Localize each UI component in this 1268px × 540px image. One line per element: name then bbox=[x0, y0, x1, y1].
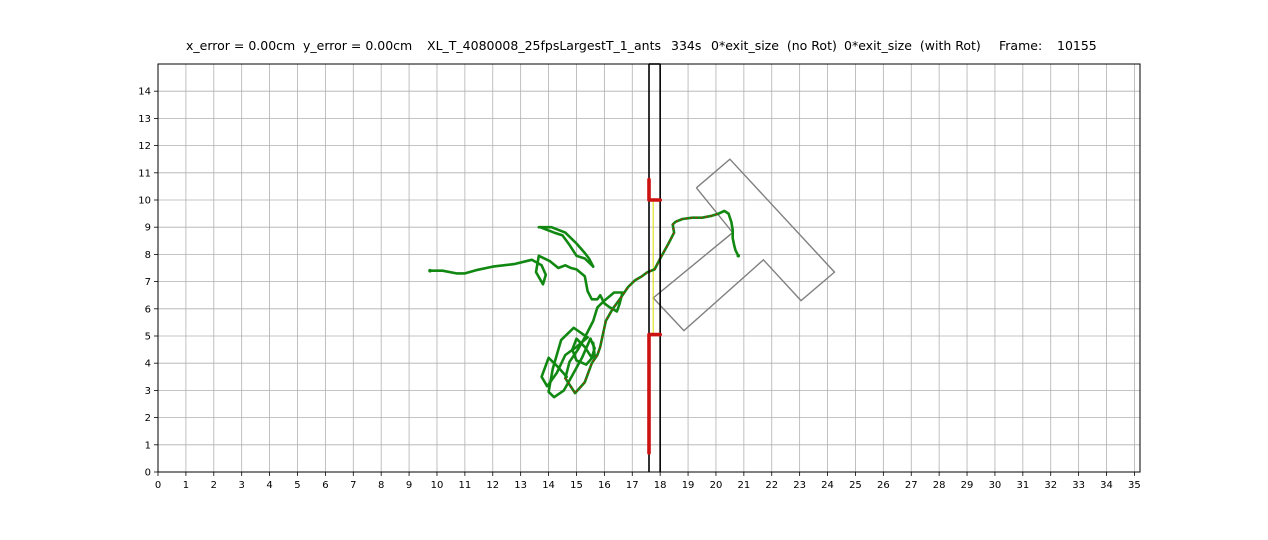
trajectory-end-point bbox=[736, 253, 741, 258]
y-tick-label: 8 bbox=[145, 250, 151, 261]
x-tick-label: 2 bbox=[211, 480, 217, 491]
trajectory-loop bbox=[570, 337, 596, 366]
trajectory-layer bbox=[428, 209, 741, 399]
title-frame-label: Frame: bbox=[999, 38, 1043, 53]
y-tick-label: 14 bbox=[138, 87, 151, 98]
x-tick-label: 1 bbox=[183, 480, 189, 491]
x-tick-label: 23 bbox=[793, 480, 806, 491]
x-tick-label: 16 bbox=[598, 480, 611, 491]
trajectory-loop bbox=[547, 326, 592, 399]
y-tick-label: 2 bbox=[145, 413, 151, 424]
x-tick-label: 33 bbox=[1072, 480, 1085, 491]
trajectory-overlay bbox=[564, 213, 719, 394]
y-tick-label: 9 bbox=[145, 223, 151, 234]
y-tick-label: 0 bbox=[145, 468, 151, 479]
title-time: 334s bbox=[671, 38, 702, 53]
y-tick-label: 7 bbox=[145, 277, 151, 288]
x-tick-label: 35 bbox=[1128, 480, 1141, 491]
y-tick-label: 4 bbox=[145, 359, 151, 370]
x-tick-label: 25 bbox=[849, 480, 862, 491]
y-tick-label: 5 bbox=[145, 332, 151, 343]
x-tick-label: 22 bbox=[765, 480, 778, 491]
x-tick-label: 19 bbox=[682, 480, 695, 491]
trajectory-series bbox=[428, 209, 740, 395]
x-tick-label: 3 bbox=[239, 480, 245, 491]
x-tick-label: 31 bbox=[1016, 480, 1029, 491]
load-shape-layer bbox=[652, 158, 836, 332]
x-tick-label: 6 bbox=[322, 480, 328, 491]
x-tick-label: 11 bbox=[459, 480, 472, 491]
chart-title: x_error = 0.00cm y_error = 0.00cm XL_T_4… bbox=[0, 38, 1268, 56]
x-tick-label: 20 bbox=[710, 480, 723, 491]
slit-wall-contact bbox=[647, 177, 663, 202]
x-tick-label: 29 bbox=[961, 480, 974, 491]
title-frame-value: 10155 bbox=[1057, 38, 1097, 53]
y-tick-label: 3 bbox=[145, 386, 151, 397]
x-tick-label: 8 bbox=[378, 480, 384, 491]
x-tick-label: 14 bbox=[542, 480, 555, 491]
x-tick-label: 24 bbox=[821, 480, 834, 491]
y-tick-label: 6 bbox=[145, 304, 151, 315]
title-experiment-name: XL_T_4080008_25fpsLargestT_1_ants bbox=[427, 38, 662, 53]
y-tick-label: 1 bbox=[145, 440, 151, 451]
x-tick-label: 26 bbox=[877, 480, 890, 491]
title-y-error: y_error = 0.00cm bbox=[303, 38, 413, 53]
x-tick-label: 27 bbox=[905, 480, 918, 491]
y-tick-label: 12 bbox=[138, 141, 151, 152]
title-x-error: x_error = 0.00cm bbox=[186, 38, 296, 53]
trajectory-start-point bbox=[428, 268, 432, 273]
trajectory-loop bbox=[537, 225, 595, 268]
y-tick-label: 10 bbox=[138, 196, 151, 207]
x-tick-label: 28 bbox=[933, 480, 946, 491]
x-tick-label: 34 bbox=[1100, 480, 1113, 491]
x-tick-label: 30 bbox=[989, 480, 1002, 491]
x-tick-label: 18 bbox=[654, 480, 667, 491]
x-tick-label: 0 bbox=[155, 480, 161, 491]
x-tick-label: 13 bbox=[514, 480, 527, 491]
trajectory-loop bbox=[538, 225, 595, 268]
y-tick-label: 11 bbox=[138, 168, 151, 179]
wall-layer bbox=[647, 63, 663, 472]
x-tick-label: 5 bbox=[294, 480, 300, 491]
slit-wall-contact bbox=[647, 332, 663, 455]
x-tick-label: 32 bbox=[1044, 480, 1057, 491]
x-tick-label: 17 bbox=[626, 480, 639, 491]
x-tick-label: 4 bbox=[266, 480, 272, 491]
y-tick-label: 13 bbox=[138, 114, 151, 125]
x-tick-label: 10 bbox=[431, 480, 444, 491]
title-exit-with-rot: 0*exit_size (with Rot) bbox=[844, 38, 981, 53]
plot-area-frame bbox=[157, 63, 1141, 473]
title-exit-no-rot: 0*exit_size (no Rot) bbox=[711, 38, 837, 53]
axis-ticks: 0 1 2 3 4 5 6 7 8 9 10 11 12 13 14 15 16 17 18 19 20 21 22 23 24… bbox=[138, 87, 1141, 491]
x-tick-label: 12 bbox=[486, 480, 499, 491]
x-tick-label: 9 bbox=[406, 480, 412, 491]
x-tick-label: 15 bbox=[570, 480, 583, 491]
x-tick-label: 21 bbox=[737, 480, 750, 491]
x-tick-label: 7 bbox=[350, 480, 356, 491]
load-outline bbox=[652, 158, 836, 332]
